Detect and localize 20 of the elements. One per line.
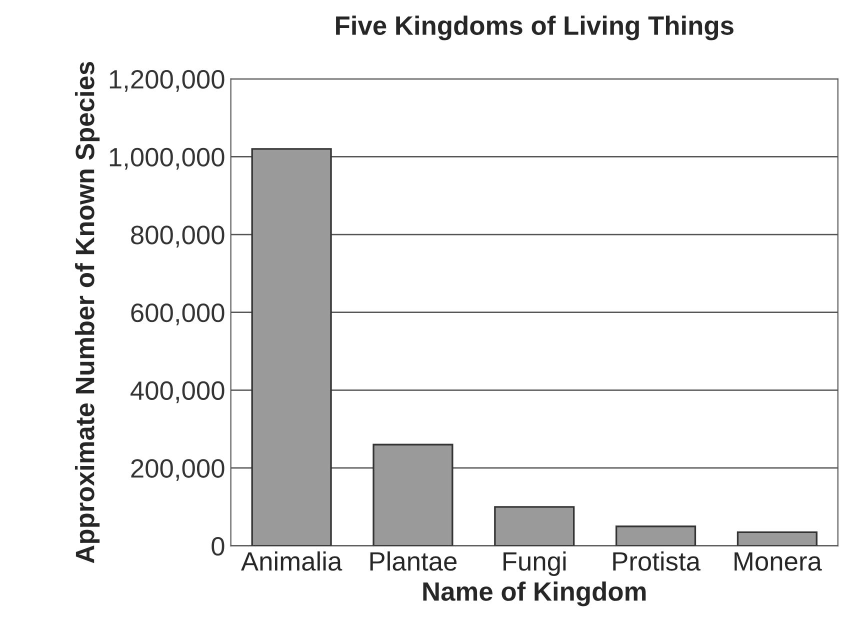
y-tick-label: 200,000 [131, 459, 224, 481]
y-axis-title: Approximate Number of Known Species [74, 62, 100, 564]
y-tick-label: 1,000,000 [110, 148, 224, 170]
bar [372, 444, 454, 546]
bar [251, 148, 332, 546]
x-tick-label: Monera [734, 552, 822, 571]
x-axis-title: Name of Kingdom [423, 582, 646, 606]
x-tick-label: Protista [613, 551, 701, 571]
x-tick-label: Animalia [241, 551, 342, 571]
y-tick-label: 800,000 [131, 226, 224, 248]
bar [615, 526, 696, 546]
y-tick-label: 1,200,000 [110, 70, 224, 92]
chart-title: Five Kingdoms of Living Things [336, 16, 734, 40]
y-tick-label: 600,000 [131, 303, 224, 326]
x-tick-label: Fungi [504, 551, 566, 576]
y-tick-label: 0 [212, 536, 224, 556]
x-tick-label: Plantae [370, 551, 457, 571]
y-tick-label: 400,000 [130, 381, 224, 404]
bar [736, 531, 818, 546]
bar [494, 506, 575, 546]
